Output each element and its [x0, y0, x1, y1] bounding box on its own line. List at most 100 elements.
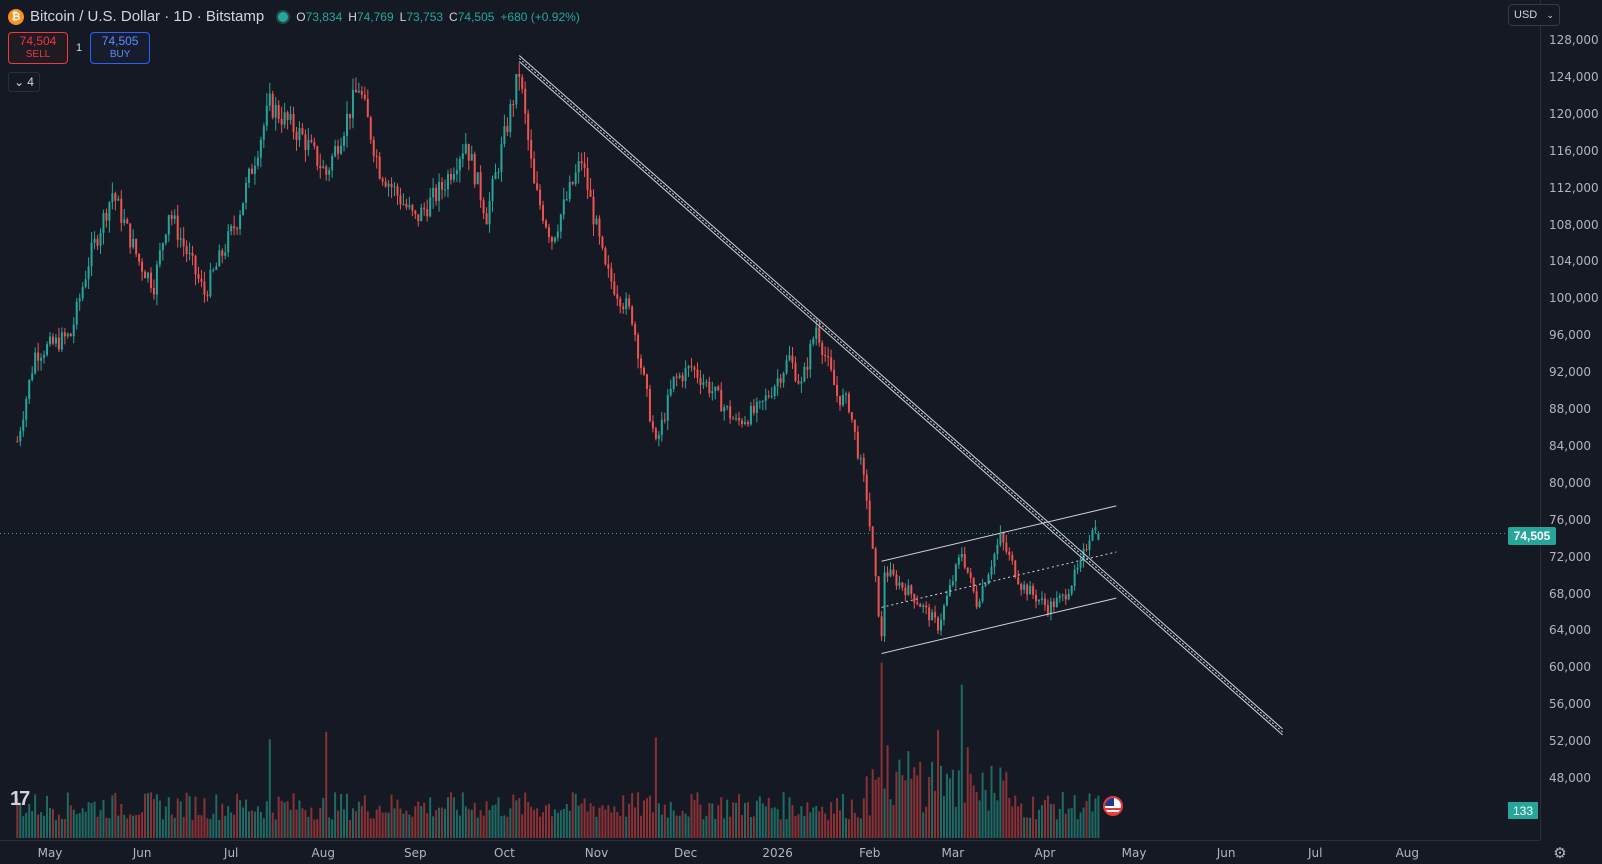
price-axis[interactable]: 128,000 124,000 120,000 116,000 112,000 108,0… — [1540, 0, 1602, 840]
us-flag-icon[interactable] — [1103, 796, 1123, 816]
candle-body — [152, 287, 155, 295]
volume-bar — [262, 818, 265, 838]
candle-body — [972, 577, 975, 592]
volume-bar — [542, 812, 545, 838]
volume-bar — [1040, 805, 1043, 838]
candle-body — [978, 601, 981, 608]
volume-bar — [369, 818, 372, 838]
candle-body — [892, 569, 895, 575]
volume-bar — [384, 812, 387, 838]
candle-body — [348, 113, 351, 119]
buy-button[interactable]: 74,505 BUY — [90, 32, 151, 64]
currency-selector[interactable]: USD ⌄ — [1508, 4, 1560, 26]
volume-bar — [996, 800, 999, 838]
candle-body — [455, 170, 458, 175]
candle-body — [337, 146, 340, 154]
volume-bar — [515, 800, 518, 838]
volume-bar — [37, 814, 40, 838]
candle-body — [859, 457, 862, 459]
candle-body — [265, 105, 268, 126]
candle-body — [63, 332, 66, 337]
volume-bar — [1014, 795, 1017, 838]
candle-body — [726, 406, 729, 408]
sell-button[interactable]: 74,504 SELL — [8, 32, 68, 64]
candle-body — [331, 156, 334, 171]
candle-body — [262, 125, 265, 140]
candle-body — [334, 146, 337, 157]
candle-body — [81, 287, 84, 299]
volume-bar — [215, 794, 218, 838]
candle-body — [206, 294, 209, 297]
candle-body — [524, 88, 527, 114]
candle-body — [984, 584, 987, 587]
volume-bar — [913, 767, 916, 838]
price-chart[interactable] — [0, 0, 1540, 840]
candle-body — [188, 253, 191, 255]
candle-body — [815, 327, 818, 339]
volume-bar — [533, 809, 536, 838]
symbol-title[interactable]: Bitcoin / U.S. Dollar · 1D · Bitstamp — [30, 8, 265, 25]
channel-mid-line — [881, 551, 1117, 608]
volume-bar — [197, 814, 200, 838]
candle-body — [458, 158, 461, 171]
candle-body — [607, 264, 610, 269]
volume-bar — [741, 815, 744, 838]
volume-bar — [586, 811, 589, 838]
candle-body — [164, 234, 167, 244]
quantity-value[interactable]: 1 — [76, 42, 83, 54]
volume-bar — [230, 812, 233, 838]
candle-body — [402, 203, 405, 205]
candle-body — [179, 238, 182, 240]
candle-body — [527, 113, 530, 141]
gear-icon[interactable]: ⚙ — [1553, 845, 1567, 862]
candle-body — [444, 189, 447, 191]
candle-body — [559, 214, 562, 232]
candle-body — [1091, 530, 1094, 541]
volume-bar — [331, 819, 334, 838]
candle-body — [476, 172, 479, 185]
volume-bar — [328, 817, 331, 838]
candle-body — [910, 585, 913, 594]
trendlines — [518, 55, 1283, 736]
candle-body — [518, 74, 521, 77]
volume-bar — [779, 819, 782, 838]
volume-bar — [268, 739, 271, 838]
tradingview-logo[interactable]: 17 — [10, 788, 30, 810]
candle-body — [1040, 598, 1043, 600]
candle-body — [809, 343, 812, 370]
volume-bar — [414, 806, 417, 838]
volume-bar — [622, 795, 625, 838]
volume-bar — [81, 808, 84, 838]
volume-bar — [259, 811, 262, 838]
candle-body — [280, 118, 283, 125]
candle-body — [170, 215, 173, 219]
candle-body — [1046, 605, 1049, 614]
volume-bar — [1091, 811, 1094, 838]
candle-body — [844, 393, 847, 395]
volume-bar — [446, 797, 449, 838]
volume-bar — [1046, 795, 1049, 838]
candle-body — [645, 374, 648, 389]
candle-body — [224, 252, 227, 256]
indicators-toggle[interactable]: ⌄ 4 — [8, 72, 40, 92]
candle-body — [1052, 601, 1055, 608]
volume-bar — [999, 767, 1002, 838]
candle-body — [506, 126, 509, 133]
candle-body — [500, 144, 503, 172]
candle-body — [132, 238, 135, 248]
candle-body — [699, 377, 702, 385]
candle-body — [960, 553, 963, 558]
candle-body — [847, 393, 850, 413]
volume-bar — [1073, 795, 1076, 838]
candle-body — [438, 181, 441, 201]
volume-bar — [527, 801, 530, 838]
volume-bar — [84, 811, 87, 838]
volume-bar — [942, 796, 945, 838]
candle-body — [1043, 598, 1046, 606]
time-axis[interactable]: May Jun Jul Aug Sep Oct Nov Dec 2026 Feb Mar Apr May… — [0, 840, 1540, 864]
volume-bar — [245, 799, 248, 838]
candle-body — [990, 566, 993, 575]
descending-trendline-outer-top — [518, 55, 1283, 730]
volume-bar — [687, 816, 690, 838]
volume-bar — [286, 801, 289, 838]
